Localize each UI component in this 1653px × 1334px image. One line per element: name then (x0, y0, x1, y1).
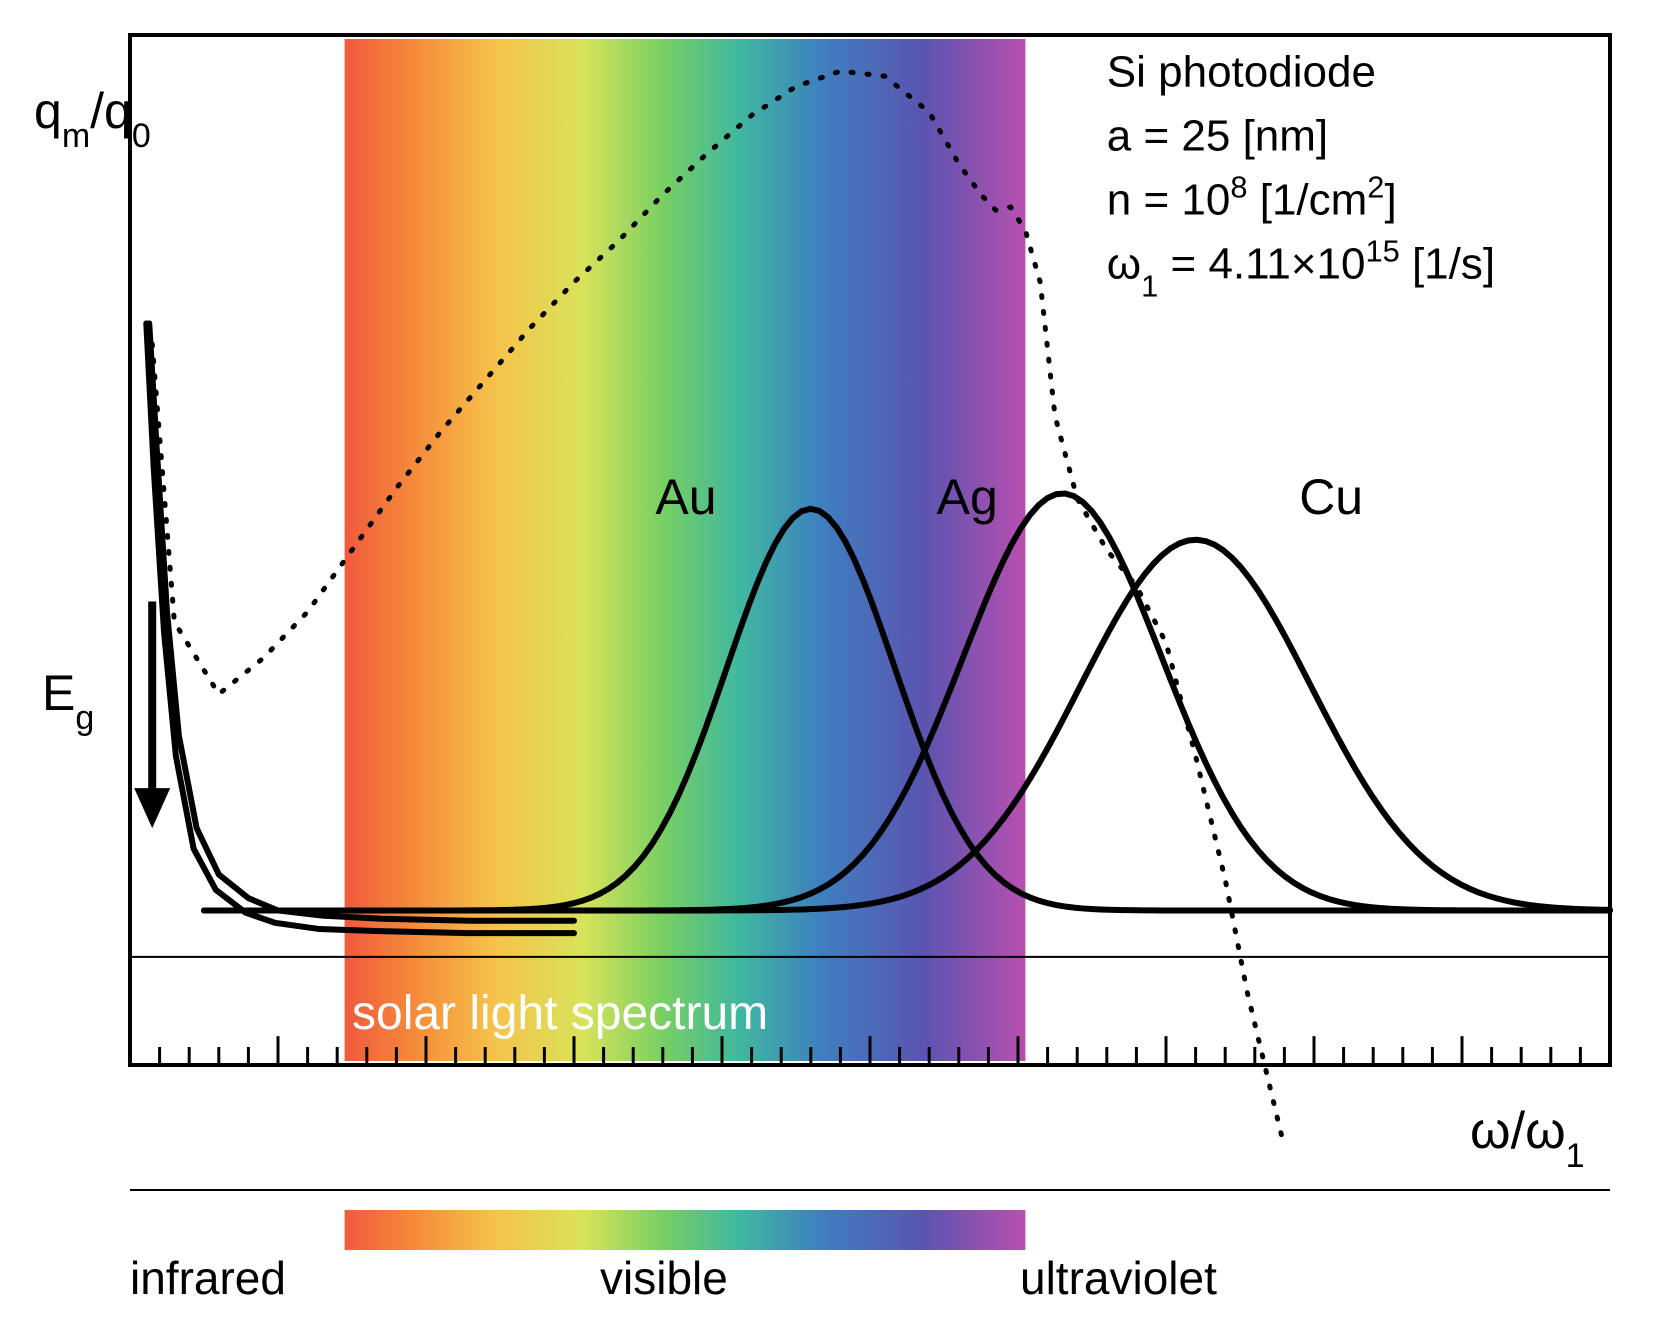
ag-curve-label: Ag (937, 469, 998, 525)
figure-wrapper: AuAgCuqm/q0ω/ω1EgSi photodiodea = 25 [nm… (0, 0, 1653, 1334)
figure-svg: AuAgCuqm/q0ω/ω1EgSi photodiodea = 25 [nm… (0, 0, 1653, 1334)
cu-curve-label: Cu (1299, 469, 1363, 525)
au-curve-label: Au (655, 469, 716, 525)
bottom-label-ultraviolet: ultraviolet (1020, 1252, 1217, 1304)
bottom-spectrum-band (345, 1210, 1026, 1250)
info-line-0: Si photodiode (1107, 48, 1376, 97)
bottom-label-visible: visible (600, 1252, 728, 1304)
info-line-2: n = 108 [1/cm2] (1107, 169, 1397, 225)
solar-spectrum-caption: solar light spectrum (352, 987, 768, 1040)
bottom-label-infrared: infrared (130, 1252, 286, 1304)
info-line-1: a = 25 [nm] (1107, 112, 1328, 161)
